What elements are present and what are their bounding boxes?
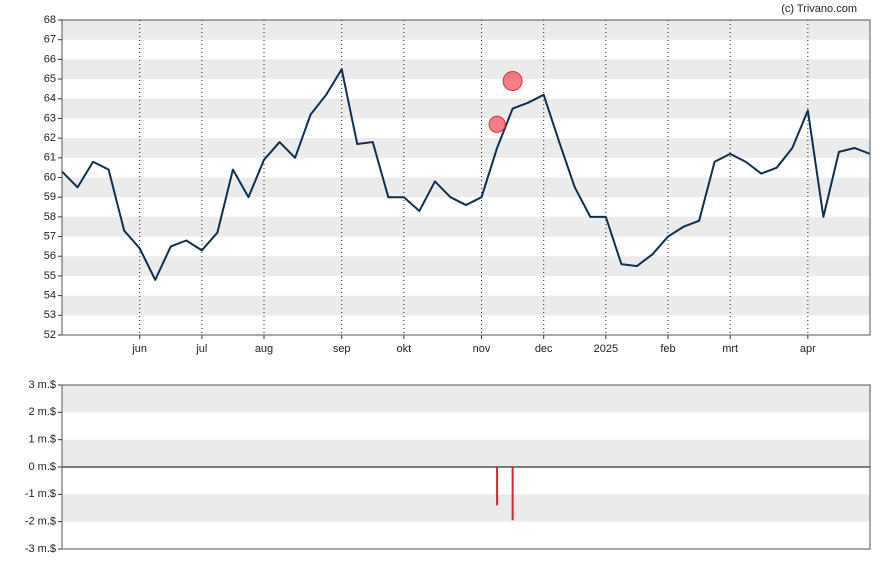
y-tick-label: 1 m.$	[28, 434, 56, 446]
y-tick-label: 67	[44, 34, 56, 46]
x-tick-label: mrt	[722, 343, 738, 355]
plot-frame	[61, 19, 871, 336]
x-tick-label: jun	[131, 343, 147, 355]
plot-frame	[61, 384, 871, 550]
y-tick-label: 54	[44, 290, 56, 302]
y-tick-label: 66	[44, 53, 56, 65]
stripe	[62, 20, 870, 40]
y-tick-label: 53	[44, 309, 56, 321]
y-tick-label: 52	[44, 329, 56, 341]
y-tick-label: 3 m.$	[28, 379, 56, 391]
trade-marker	[502, 71, 523, 92]
stripe	[62, 385, 870, 413]
stripe	[62, 216, 870, 237]
y-tick-label: 0 m.$	[28, 461, 56, 473]
y-tick-label: 59	[44, 191, 56, 203]
credit: (c) Trivano.com	[781, 3, 857, 15]
y-tick-label: 68	[44, 14, 56, 26]
stripe	[62, 59, 870, 80]
stripe	[62, 439, 870, 467]
stripe	[62, 256, 870, 276]
stripe	[62, 177, 870, 198]
x-tick-label: sep	[333, 343, 351, 355]
y-tick-label: 64	[44, 93, 56, 105]
x-tick-label: aug	[255, 343, 273, 355]
y-tick-label: -3 m.$	[25, 543, 56, 555]
stripe	[62, 98, 870, 119]
x-tick-label: nov	[473, 343, 491, 355]
y-tick-label: 60	[44, 171, 56, 183]
price-line	[61, 68, 871, 281]
y-tick-label: 55	[44, 270, 56, 282]
y-tick-label: 58	[44, 211, 56, 223]
y-tick-label: 61	[44, 152, 56, 164]
y-tick-label: 57	[44, 230, 56, 242]
stripe	[62, 138, 870, 158]
y-tick-label: 62	[44, 132, 56, 144]
x-tick-label: jul	[195, 343, 207, 355]
stripe	[62, 295, 870, 316]
x-tick-label: 2025	[594, 343, 618, 355]
y-tick-label: -2 m.$	[25, 516, 56, 528]
y-tick-label: 2 m.$	[28, 406, 56, 418]
x-tick-label: feb	[660, 343, 675, 355]
y-tick-label: -1 m.$	[25, 488, 56, 500]
y-tick-label: 63	[44, 112, 56, 124]
trade-marker	[488, 115, 506, 133]
x-tick-label: okt	[397, 343, 412, 355]
x-tick-label: dec	[535, 343, 553, 355]
x-tick-label: apr	[800, 343, 816, 355]
y-tick-label: 56	[44, 250, 56, 262]
y-tick-label: 65	[44, 73, 56, 85]
stripe	[62, 494, 870, 522]
